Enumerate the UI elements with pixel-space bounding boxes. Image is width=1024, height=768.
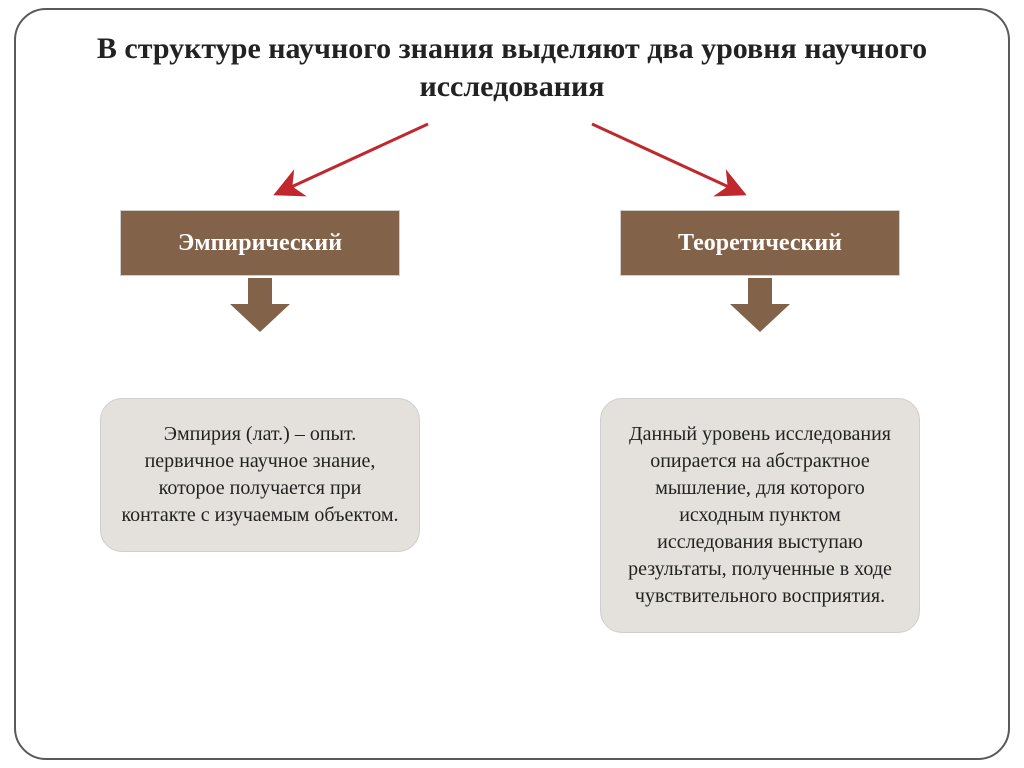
desc-theoretical: Данный уровень исследования опирается на… — [600, 398, 920, 633]
level-theoretical: Теоретический — [620, 210, 900, 276]
desc-empirical: Эмпирия (лат.) – опыт. первичное научное… — [100, 398, 420, 552]
desc-empirical-text: Эмпирия (лат.) – опыт. первичное научное… — [121, 423, 398, 526]
desc-theoretical-text: Данный уровень исследования опирается на… — [628, 423, 892, 607]
level-theoretical-label: Теоретический — [678, 230, 842, 257]
slide-title: В структуре научного знания выделяют два… — [62, 30, 962, 105]
level-empirical-label: Эмпирический — [178, 230, 342, 257]
level-empirical: Эмпирический — [120, 210, 400, 276]
slide-frame — [14, 8, 1010, 760]
